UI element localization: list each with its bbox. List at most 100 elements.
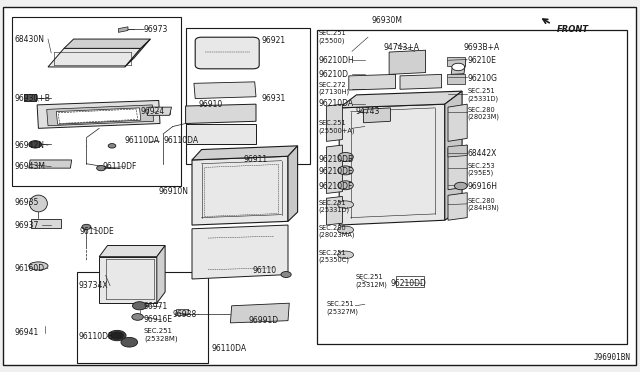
Bar xyxy=(317,30,627,344)
Text: 96110DA: 96110DA xyxy=(211,344,246,353)
Text: SEC.280
(28023M): SEC.280 (28023M) xyxy=(467,107,499,120)
Bar xyxy=(204,235,279,272)
Polygon shape xyxy=(47,105,154,126)
Text: 96210DA: 96210DA xyxy=(319,99,354,108)
Polygon shape xyxy=(99,246,165,257)
Polygon shape xyxy=(37,100,160,128)
Ellipse shape xyxy=(338,226,354,234)
Text: SEC.251
(25500): SEC.251 (25500) xyxy=(319,31,346,44)
Ellipse shape xyxy=(338,251,354,259)
Text: 96210G: 96210G xyxy=(467,74,497,83)
Bar xyxy=(338,181,353,190)
Text: 96921: 96921 xyxy=(261,36,285,45)
Text: 96210D: 96210D xyxy=(319,70,349,79)
Polygon shape xyxy=(447,57,465,66)
Circle shape xyxy=(29,141,42,148)
Text: 96110DB: 96110DB xyxy=(79,332,114,341)
Circle shape xyxy=(338,153,353,161)
Text: 68430N: 68430N xyxy=(14,35,44,44)
Polygon shape xyxy=(118,27,128,32)
Text: SEC.251
(25350C): SEC.251 (25350C) xyxy=(319,250,349,263)
Text: 96210DD: 96210DD xyxy=(390,279,426,288)
Text: 96210DH: 96210DH xyxy=(319,56,355,65)
Bar xyxy=(338,153,353,161)
Bar xyxy=(31,161,70,167)
Polygon shape xyxy=(349,74,396,90)
Text: 96930+B: 96930+B xyxy=(14,94,50,103)
Bar xyxy=(396,276,424,287)
Bar xyxy=(186,28,310,164)
Text: 96910: 96910 xyxy=(198,100,223,109)
Circle shape xyxy=(132,314,143,320)
Text: SEC.253
(295E5): SEC.253 (295E5) xyxy=(467,163,495,176)
Polygon shape xyxy=(186,104,256,124)
Text: 96991D: 96991D xyxy=(248,316,278,325)
Text: 9693B+A: 9693B+A xyxy=(464,43,500,52)
Text: SEC.251
(25331D): SEC.251 (25331D) xyxy=(319,200,350,213)
Text: 96910N: 96910N xyxy=(159,187,189,196)
Bar xyxy=(338,166,353,175)
Polygon shape xyxy=(147,107,172,115)
Text: 96210DF: 96210DF xyxy=(319,182,353,191)
Circle shape xyxy=(454,182,467,190)
Circle shape xyxy=(338,166,353,175)
Text: 96210DB: 96210DB xyxy=(319,155,354,164)
Text: 96973: 96973 xyxy=(144,25,168,34)
Polygon shape xyxy=(192,146,298,160)
Text: SEC.251
(25331D): SEC.251 (25331D) xyxy=(467,88,499,102)
Text: 96210E: 96210E xyxy=(467,56,496,65)
Text: J96901BN: J96901BN xyxy=(593,353,630,362)
Bar xyxy=(392,54,422,71)
Text: 96935: 96935 xyxy=(14,198,38,207)
FancyBboxPatch shape xyxy=(195,37,259,69)
Circle shape xyxy=(132,302,147,310)
Text: 96110DA: 96110DA xyxy=(125,136,160,145)
Polygon shape xyxy=(194,82,256,99)
Polygon shape xyxy=(339,104,445,225)
Polygon shape xyxy=(326,104,342,141)
Polygon shape xyxy=(445,91,462,220)
Text: SEC.251
(25327M): SEC.251 (25327M) xyxy=(326,301,358,315)
Polygon shape xyxy=(125,39,150,67)
Polygon shape xyxy=(448,145,467,190)
Text: SEC.272
(27130H): SEC.272 (27130H) xyxy=(319,82,350,95)
Polygon shape xyxy=(364,108,390,123)
Text: SEC.251
(25312M): SEC.251 (25312M) xyxy=(355,274,387,288)
Circle shape xyxy=(111,332,124,339)
Polygon shape xyxy=(389,50,426,74)
Text: 96971: 96971 xyxy=(144,302,168,311)
Text: 96210DE: 96210DE xyxy=(319,167,353,176)
Polygon shape xyxy=(56,108,141,124)
Polygon shape xyxy=(192,225,288,279)
Text: 96931: 96931 xyxy=(261,94,285,103)
Polygon shape xyxy=(448,193,467,220)
Text: 96930M: 96930M xyxy=(371,16,402,25)
Polygon shape xyxy=(230,303,289,323)
Text: 96938: 96938 xyxy=(173,310,197,319)
Circle shape xyxy=(121,337,138,347)
Bar xyxy=(148,108,170,114)
Polygon shape xyxy=(339,91,462,108)
Text: 94743+A: 94743+A xyxy=(384,43,420,52)
Text: 96942N: 96942N xyxy=(14,141,44,150)
Bar xyxy=(24,94,36,101)
Polygon shape xyxy=(448,145,467,157)
Text: 96160D: 96160D xyxy=(14,264,44,273)
Bar xyxy=(12,17,181,186)
Text: 96924: 96924 xyxy=(141,107,165,116)
Ellipse shape xyxy=(29,262,48,270)
Bar xyxy=(33,221,58,227)
Polygon shape xyxy=(400,74,442,89)
Polygon shape xyxy=(29,160,72,168)
Circle shape xyxy=(281,272,291,278)
Polygon shape xyxy=(451,60,466,74)
Text: 94743: 94743 xyxy=(355,107,380,116)
Polygon shape xyxy=(448,104,467,141)
Circle shape xyxy=(338,181,353,190)
Text: 96911: 96911 xyxy=(243,155,268,164)
Polygon shape xyxy=(326,196,342,225)
Text: 96943M: 96943M xyxy=(14,162,45,171)
Bar xyxy=(77,272,208,363)
Bar xyxy=(202,85,246,96)
Text: 93734X: 93734X xyxy=(79,281,108,290)
